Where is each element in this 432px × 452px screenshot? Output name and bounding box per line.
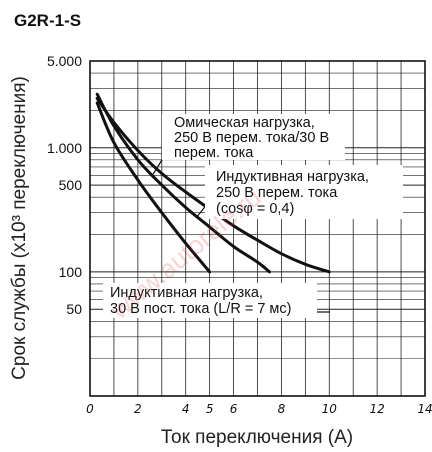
y-tick-label: 1.000 (47, 140, 82, 156)
x-tick-label: 2 (134, 402, 142, 416)
y-tick-labels: 5.000 1.000 500 100 50 (47, 53, 82, 317)
y-tick-label: 100 (59, 264, 83, 280)
series-line-1 (95, 92, 271, 274)
annotation-resistive: Омическая нагрузка, 250 В перем. тока/30… (162, 114, 345, 161)
annotation-inductive-ac: Индуктивная нагрузка, 250 В перем. тока … (205, 165, 403, 219)
annotation-inductive-dc: Индуктивная нагрузка, 30 В пост. тока (L… (103, 283, 317, 318)
series-line-2 (95, 101, 212, 274)
x-tick-label: 14 (417, 402, 432, 416)
annotation-resistive-line-3: перем. тока (174, 145, 254, 161)
chart-title: G2R-1-S (14, 11, 81, 30)
x-tick-label: 8 (278, 402, 286, 416)
plot-frame (89, 60, 426, 397)
grid (90, 61, 425, 396)
x-tick-label: 10 (322, 402, 338, 416)
x-tick-labels: 0 2 4 5 6 8 10 12 14 (86, 402, 432, 416)
x-tick-label: 6 (230, 402, 238, 416)
x-tick-label: 4 (182, 402, 190, 416)
x-tick-label: 5 (206, 402, 214, 416)
annotation-inductive-dc-line-2: 30 В пост. тока (L/R = 7 мс) (110, 301, 291, 317)
y-tick-label: 5.000 (47, 53, 82, 69)
y-axis-label: Срок службы (x10³ переключения) (9, 76, 30, 380)
annotation-resistive-line-2: 250 В перем. тока/30 В (174, 130, 329, 146)
x-tick-label: 12 (370, 402, 385, 416)
x-axis-label: Ток переключения (А) (161, 427, 353, 448)
annotation-resistive-line-1: Омическая нагрузка, (174, 115, 315, 131)
annotation-inductive-ac-line-1: Индуктивная нагрузка, (216, 169, 369, 185)
y-tick-label: 500 (59, 177, 83, 193)
x-tick-label: 0 (86, 402, 94, 416)
annotation-inductive-dc-line-1: Индуктивная нагрузка, (110, 285, 263, 301)
annotation-inductive-ac-line-2: 250 В перем. тока (216, 185, 338, 201)
y-tick-label: 50 (66, 301, 82, 317)
annotation-inductive-ac-line-3: (cosφ = 0,4) (216, 201, 294, 217)
